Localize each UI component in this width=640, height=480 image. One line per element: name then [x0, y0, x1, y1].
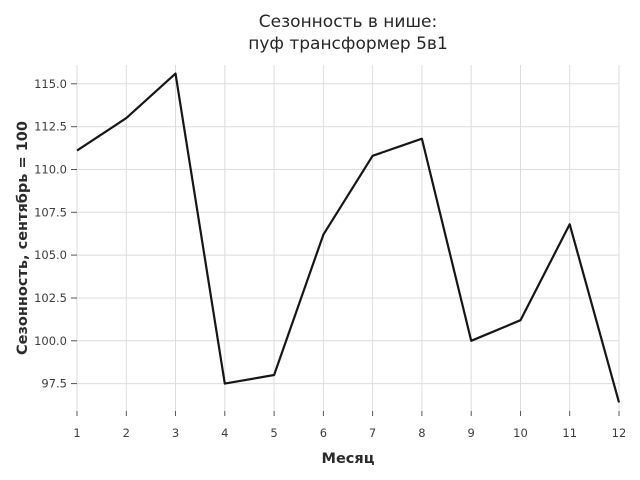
y-tick-label: 102.5 [34, 291, 67, 305]
x-tick-label: 2 [123, 426, 130, 440]
seasonality-line [76, 72, 621, 403]
chart-title-line-2: пуф трансформер 5в1 [248, 34, 448, 54]
grid-layer [76, 65, 620, 411]
x-tick-label: 10 [513, 426, 528, 440]
x-tick-label: 7 [369, 426, 376, 440]
y-tick-label: 97.5 [41, 377, 67, 391]
x-tick-label: 12 [612, 426, 627, 440]
y-tick-label: 100.0 [34, 334, 67, 348]
y-tick-label: 107.5 [34, 205, 67, 219]
chart-title-line-1: Сезонность в нише: [259, 12, 437, 32]
y-tick-label: 105.0 [34, 248, 67, 262]
x-tick-labels: 1 2 3 4 5 6 7 8 9 10 11 12 [73, 426, 626, 440]
y-tick-labels: 97.5 100.0 102.5 105.0 107.5 110.0 112.5 115.0 [34, 77, 67, 391]
x-tick-label: 11 [562, 426, 577, 440]
x-axis-label: Месяц [322, 451, 375, 467]
y-tick-label: 112.5 [34, 120, 67, 134]
x-tick-label: 3 [172, 426, 179, 440]
x-tick-label: 9 [468, 426, 475, 440]
x-tick-label: 6 [320, 426, 327, 440]
tick-marks [71, 83, 620, 416]
x-tick-label: 5 [270, 426, 277, 440]
x-tick-label: 4 [221, 426, 228, 440]
y-tick-label: 110.0 [34, 163, 67, 177]
x-tick-label: 8 [418, 426, 425, 440]
y-tick-label: 115.0 [34, 77, 67, 91]
series-layer [76, 72, 621, 403]
x-tick-label: 1 [73, 426, 80, 440]
y-axis-label: Сезонность, сентябрь = 100 [15, 121, 31, 355]
